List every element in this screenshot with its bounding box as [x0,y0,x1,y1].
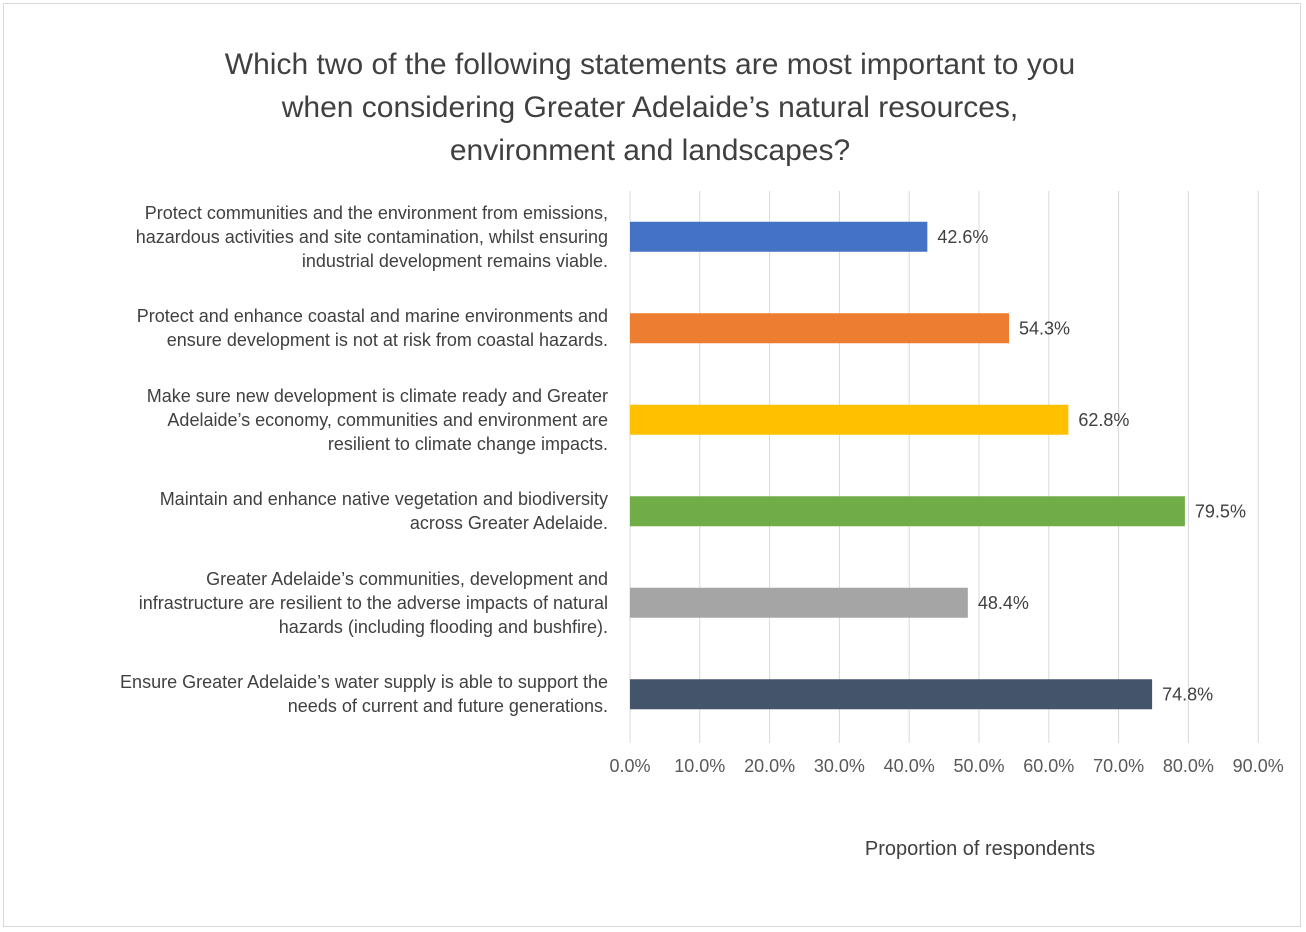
data-label: 54.3% [1019,318,1070,338]
category-label: Ensure Greater Adelaide’s water supply i… [0,670,608,718]
data-label: 42.6% [937,227,988,247]
data-label: 62.8% [1078,410,1129,430]
category-label-line: Greater Adelaide’s communities, developm… [206,568,608,589]
category-label-line: infrastructure are resilient to the adve… [138,592,608,613]
chart-title-line: when considering Greater Adelaide’s natu… [281,91,1019,124]
x-tick-label: 0.0% [609,756,650,776]
chart-title-line: environment and landscapes? [449,134,851,167]
x-axis-title: Proportion of respondents [864,838,1096,860]
bar [630,313,1010,344]
bar [630,221,928,252]
x-tick-label: 10.0% [674,756,725,776]
category-label-line: Adelaide’s economy, communities and envi… [167,409,608,430]
data-label: 74.8% [1162,684,1213,704]
category-label: Protect and enhance coastal and marine e… [0,304,608,352]
category-label-line: industrial development remains viable. [301,250,608,271]
category-label-line: Maintain and enhance native vegetation a… [159,489,608,510]
category-label: Make sure new development is climate rea… [0,384,608,456]
category-label-line: Ensure Greater Adelaide’s water supply i… [120,672,608,693]
category-label-line: Make sure new development is climate rea… [146,385,608,406]
category-label-line: hazards (including flooding and bushfire… [278,616,608,637]
data-label: 48.4% [978,593,1029,613]
chart-title-line: Which two of the following statements ar… [224,48,1076,81]
x-tick-label: 70.0% [1093,756,1144,776]
category-label-line: across Greater Adelaide. [409,513,608,534]
data-label: 79.5% [1195,501,1246,521]
x-tick-label: 90.0% [1233,756,1284,776]
category-label: Maintain and enhance native vegetation a… [0,487,608,535]
x-tick-label: 30.0% [814,756,865,776]
chart-frame [3,3,1301,927]
x-tick-label: 50.0% [953,756,1004,776]
bar [630,404,1069,435]
category-label-line: hazardous activities and site contaminat… [135,226,608,247]
x-tick-label: 80.0% [1163,756,1214,776]
x-tick-label: 20.0% [744,756,795,776]
category-label: Protect communities and the environment … [0,201,608,273]
category-label-line: Protect communities and the environment … [144,202,608,223]
x-tick-label: 40.0% [884,756,935,776]
category-label: Greater Adelaide’s communities, developm… [0,567,608,639]
bar [630,679,1153,710]
bar [630,496,1185,527]
category-label-line: needs of current and future generations. [287,696,608,717]
category-label-line: resilient to climate change impacts. [327,433,608,454]
x-tick-label: 60.0% [1023,756,1074,776]
category-label-line: ensure development is not at risk from c… [166,330,608,351]
chart-title: Which two of the following statements ar… [0,43,1300,172]
category-label-line: Protect and enhance coastal and marine e… [136,306,608,327]
bar [630,587,968,618]
